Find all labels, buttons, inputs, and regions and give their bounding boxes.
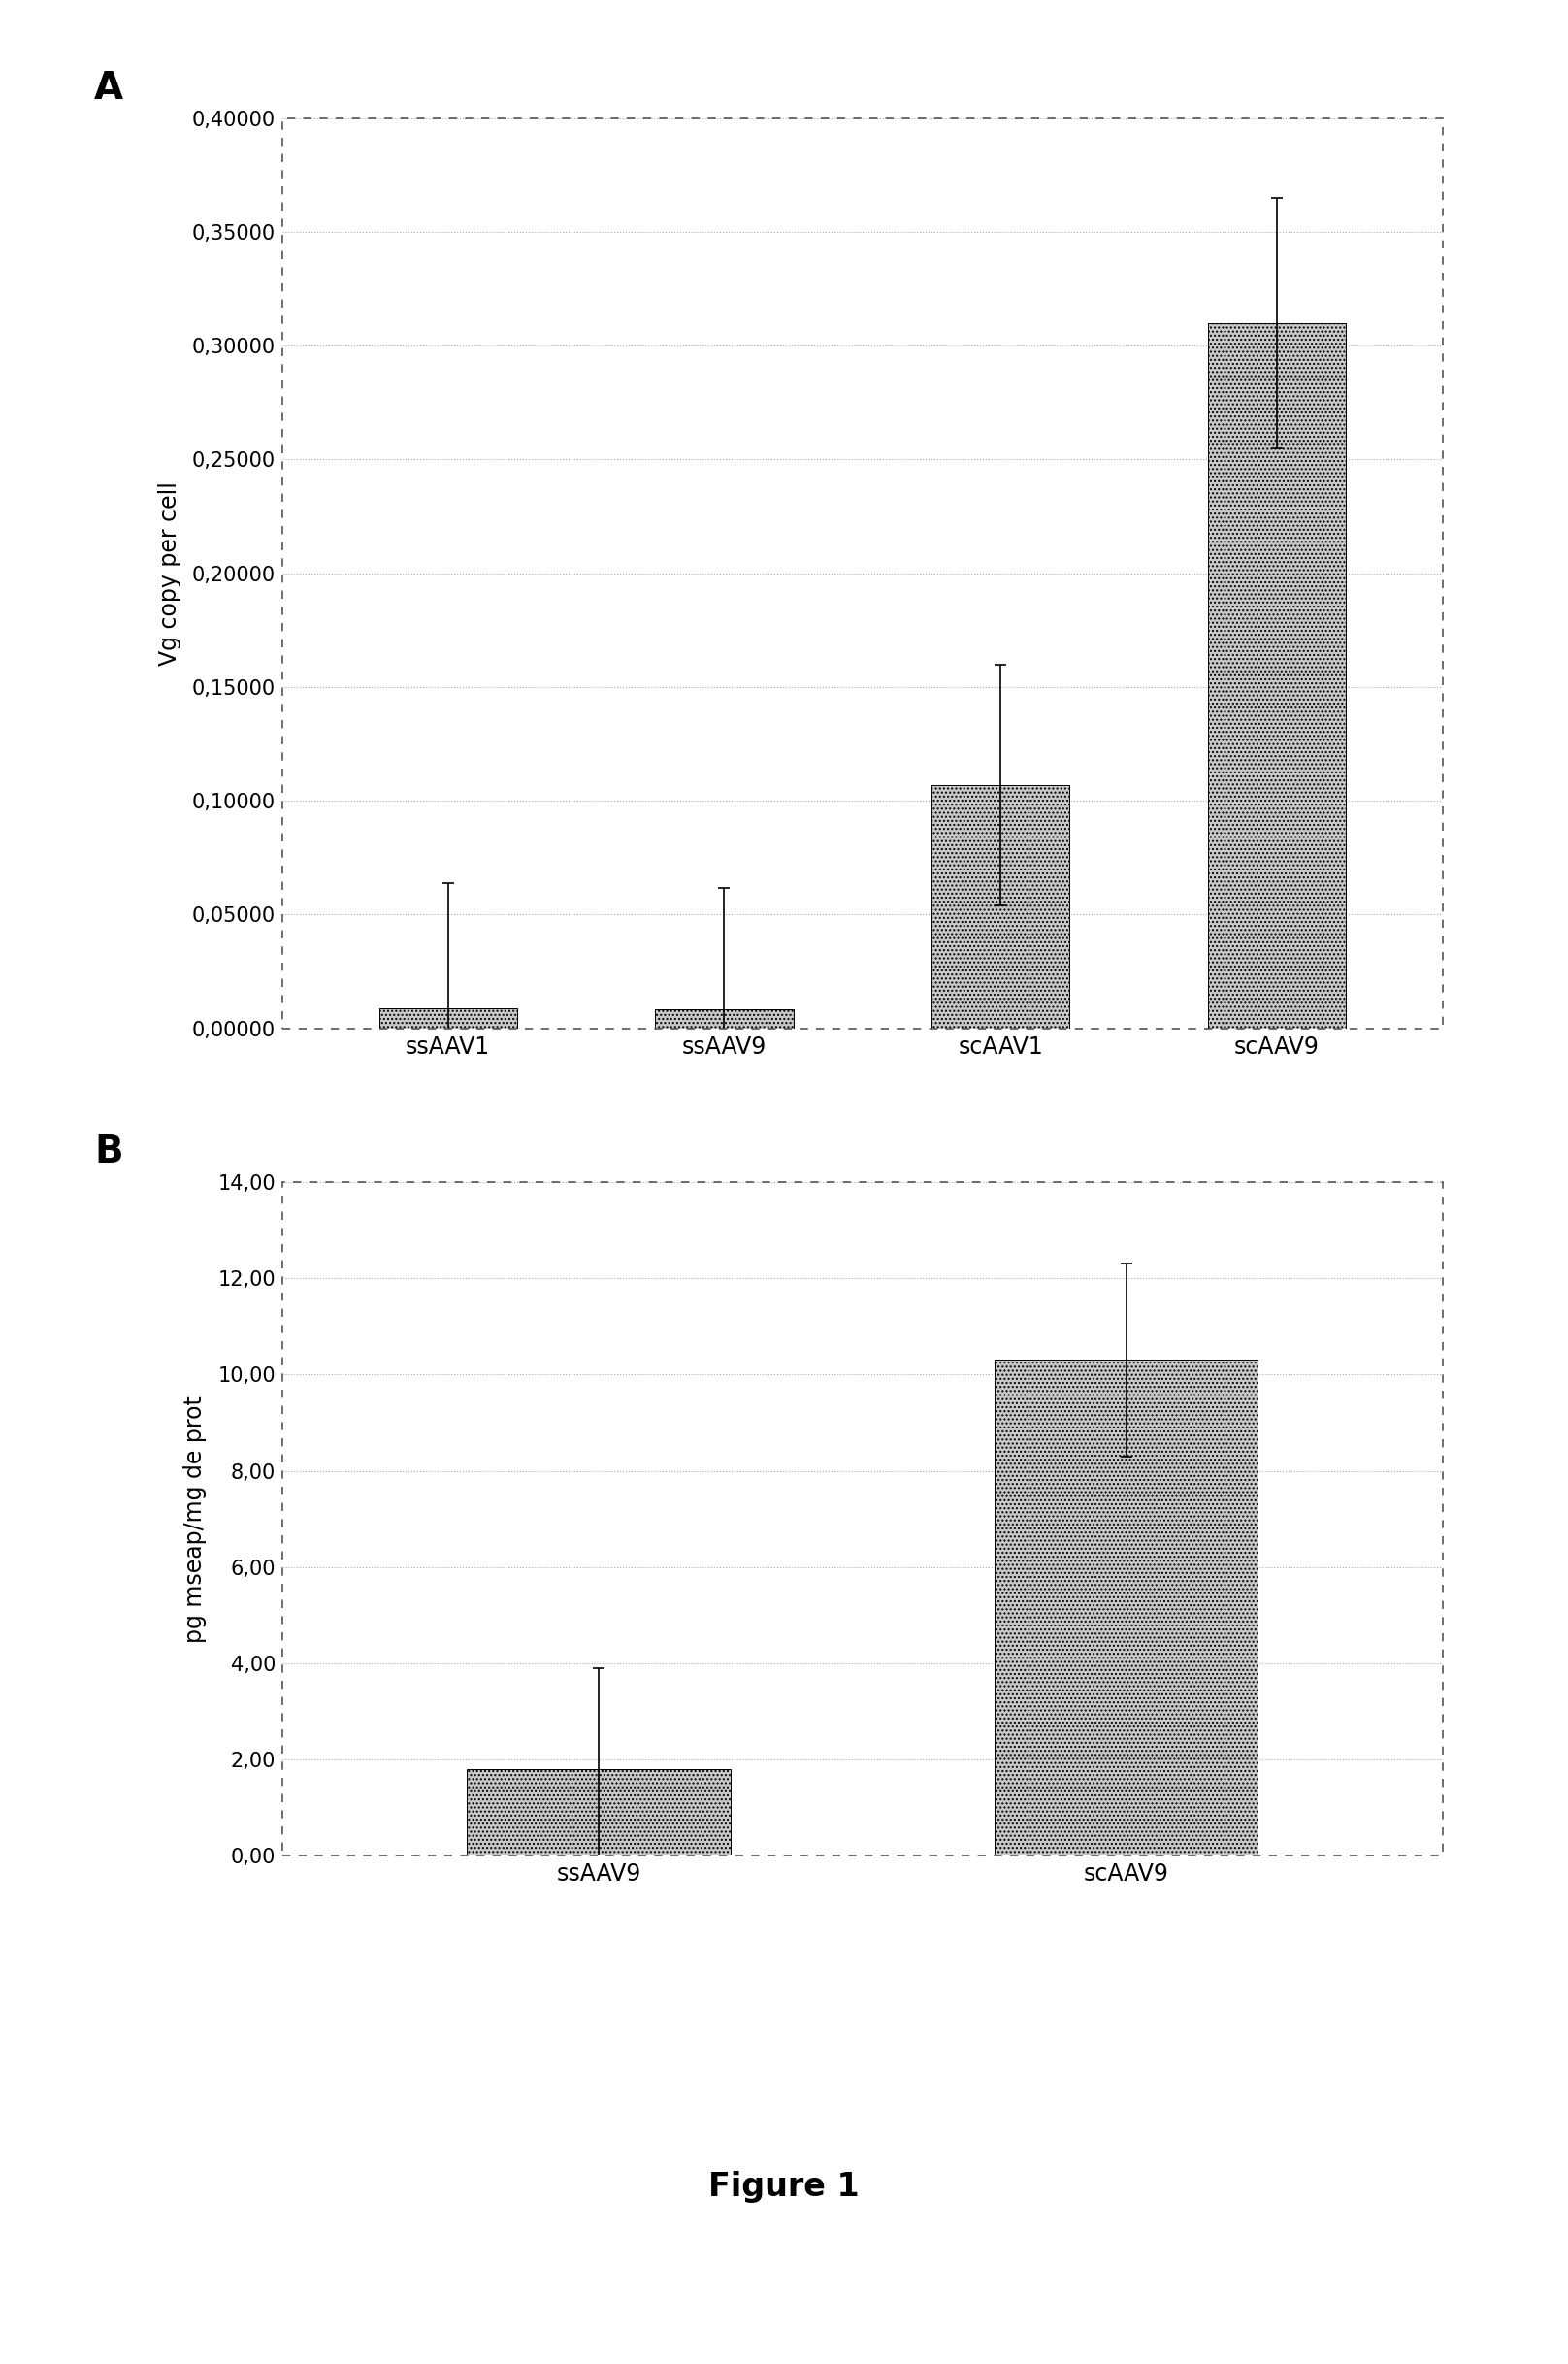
Bar bbox=[994, 1359, 1258, 1856]
Text: Figure 1: Figure 1 bbox=[709, 2170, 859, 2203]
Y-axis label: pg mseap/mg de prot: pg mseap/mg de prot bbox=[183, 1395, 207, 1643]
Bar bbox=[1207, 324, 1345, 1028]
Text: A: A bbox=[94, 69, 124, 106]
Bar bbox=[379, 1007, 517, 1028]
Bar bbox=[931, 785, 1069, 1028]
Bar bbox=[655, 1009, 793, 1028]
Bar bbox=[467, 1768, 731, 1856]
Y-axis label: Vg copy per cell: Vg copy per cell bbox=[158, 482, 182, 664]
Text: B: B bbox=[94, 1132, 122, 1170]
